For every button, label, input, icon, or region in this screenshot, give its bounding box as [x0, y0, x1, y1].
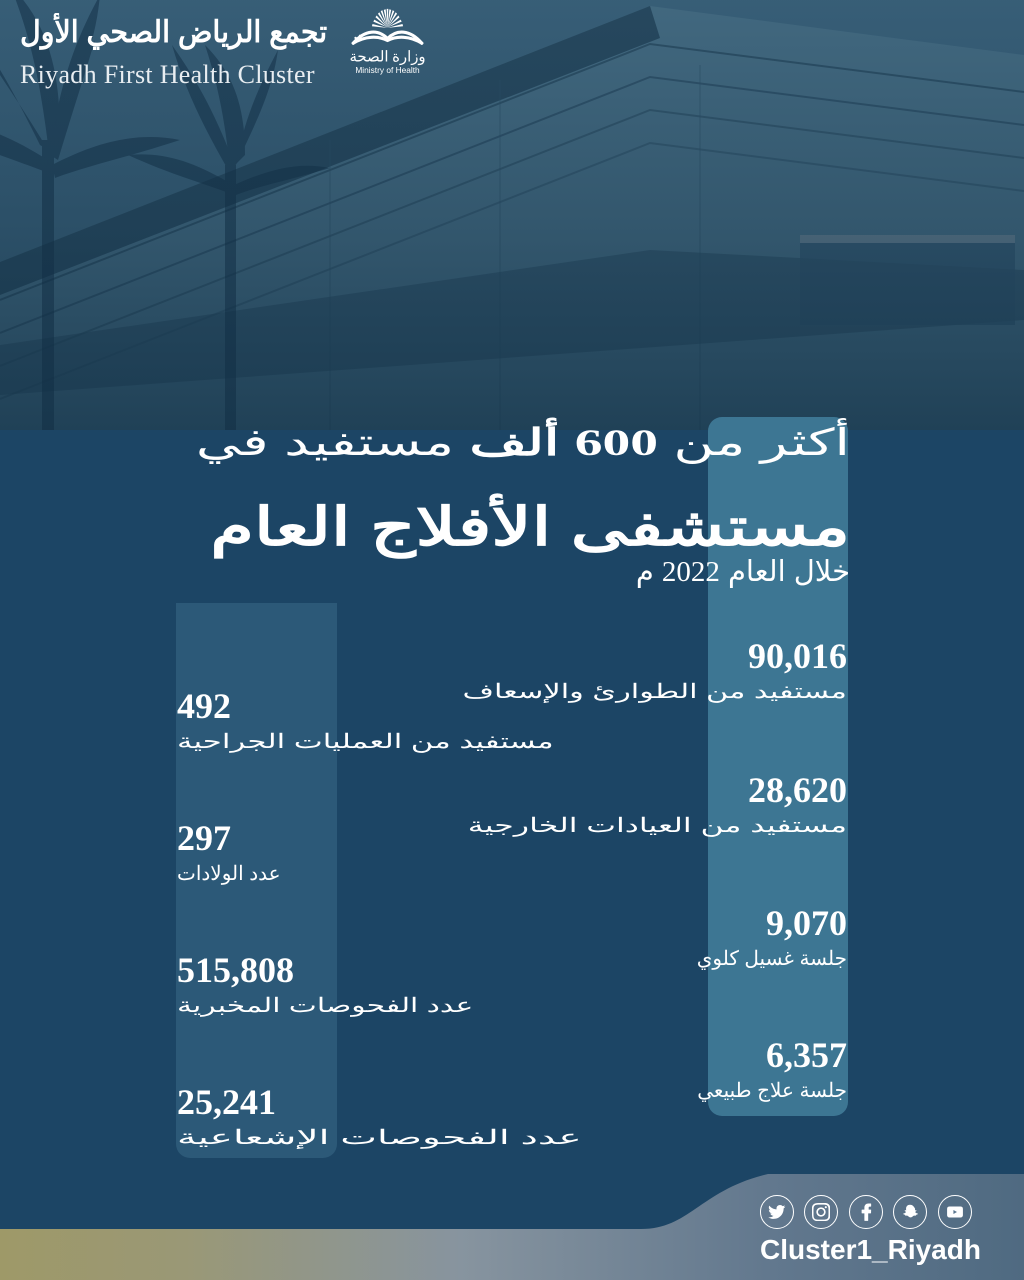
svg-text:وزارة الصحة: وزارة الصحة	[349, 50, 425, 66]
svg-text:Ministry of Health: Ministry of Health	[355, 65, 420, 75]
